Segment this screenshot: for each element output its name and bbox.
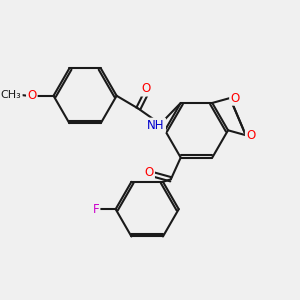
- Text: O: O: [230, 92, 240, 104]
- Text: O: O: [145, 166, 154, 179]
- Text: CH₃: CH₃: [1, 90, 22, 100]
- Text: O: O: [142, 82, 151, 95]
- Text: NH: NH: [147, 119, 165, 132]
- Text: O: O: [27, 89, 37, 102]
- Text: O: O: [246, 129, 255, 142]
- Text: F: F: [93, 203, 99, 216]
